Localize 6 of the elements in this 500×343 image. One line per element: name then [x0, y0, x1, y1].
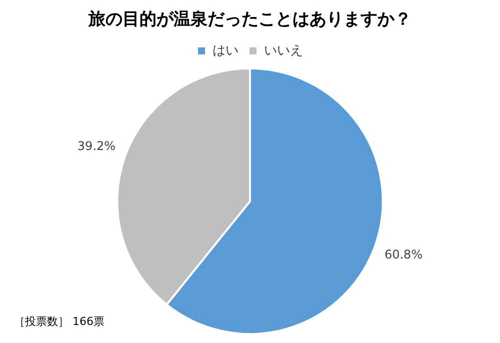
- text: ［投票数］ 166票: [14, 314, 104, 328]
- chart-title: 旅の目的が温泉だったことはありますか？: [88, 10, 412, 30]
- legend-label: いいえ: [264, 43, 303, 58]
- data-label: 39.2%: [77, 139, 116, 154]
- legend-label: はい: [212, 43, 238, 58]
- data-label: 60.8%: [384, 248, 423, 262]
